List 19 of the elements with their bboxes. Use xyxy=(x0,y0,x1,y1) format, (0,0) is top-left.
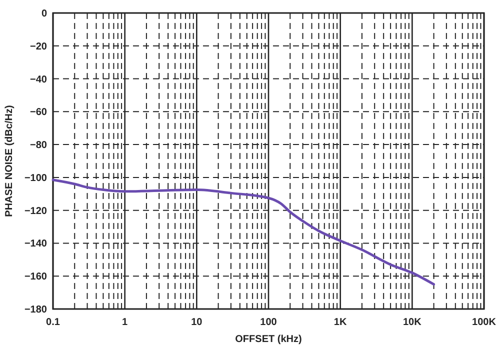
y-tick-label: −20 xyxy=(30,41,48,52)
y-tick-label: −80 xyxy=(30,140,48,152)
x-tick-label: 1K xyxy=(334,317,348,328)
y-tick-label: −180 xyxy=(24,304,48,316)
y-axis-title: PHASE NOISE (dBc/Hz) xyxy=(4,105,15,217)
y-tick-label: 0 xyxy=(41,8,48,20)
x-tick-label: 0.1 xyxy=(46,317,60,328)
y-tick-label: −140 xyxy=(24,238,48,250)
x-tick-label: 10 xyxy=(191,317,203,328)
x-axis-title: OFFSET (kHz) xyxy=(235,334,302,345)
x-tick-label: 10K xyxy=(402,317,422,328)
y-tick-label: −40 xyxy=(30,74,48,86)
y-tick-label: −100 xyxy=(24,172,48,184)
x-tick-label: 100K xyxy=(472,317,497,328)
x-tick-label: 100 xyxy=(260,317,278,328)
y-tick-label: −160 xyxy=(24,272,48,283)
y-tick-label: −120 xyxy=(24,206,48,217)
y-tick-label: −60 xyxy=(30,107,48,118)
x-tick-label: 1 xyxy=(122,317,128,328)
